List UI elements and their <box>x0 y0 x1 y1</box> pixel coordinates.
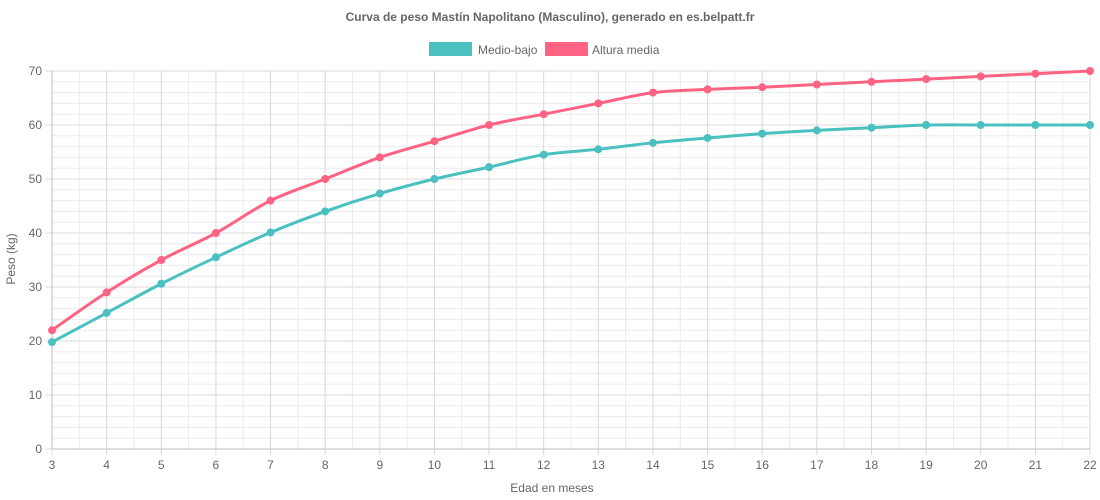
x-tick-label: 14 <box>646 458 660 472</box>
data-point <box>485 121 494 129</box>
y-tick-label: 10 <box>29 388 43 402</box>
y-tick-label: 60 <box>29 118 43 132</box>
series-altura-media <box>48 67 1094 335</box>
x-tick-label: 16 <box>756 458 770 472</box>
data-point <box>1031 121 1040 129</box>
data-point <box>266 228 275 237</box>
x-tick-label: 11 <box>483 458 496 472</box>
x-tick-label: 19 <box>919 458 933 472</box>
data-point <box>48 326 56 335</box>
legend-item[interactable]: Medio-bajo <box>429 42 538 57</box>
data-point <box>321 207 330 216</box>
data-point <box>102 308 111 317</box>
legend-label: Medio-bajo <box>478 43 538 57</box>
data-point <box>812 80 821 89</box>
data-point <box>703 85 712 94</box>
y-tick-label: 0 <box>35 442 42 456</box>
data-point <box>922 121 931 129</box>
data-point <box>812 126 821 135</box>
legend-swatch <box>429 42 472 56</box>
x-tick-label: 13 <box>592 458 606 472</box>
legend-label: Altura media <box>592 43 660 57</box>
data-point <box>976 121 985 129</box>
data-point <box>976 72 985 81</box>
data-point <box>375 189 384 198</box>
data-point <box>594 99 603 108</box>
x-tick-label: 4 <box>103 458 110 472</box>
x-tick-label: 5 <box>158 458 165 472</box>
series-medio-bajo <box>48 121 1094 347</box>
data-point <box>375 153 384 162</box>
data-point <box>157 279 166 288</box>
x-tick-label: 18 <box>865 458 879 472</box>
x-tick-label: 15 <box>701 458 715 472</box>
data-point <box>758 83 767 92</box>
x-tick-label: 20 <box>974 458 988 472</box>
x-axis-title: Edad en meses <box>510 481 593 495</box>
chart-title: Curva de peso Mastín Napolitano (Masculi… <box>346 10 755 24</box>
data-point <box>211 229 220 237</box>
x-tick-label: 8 <box>322 458 329 472</box>
series-layer <box>48 67 1094 347</box>
x-tick-label: 17 <box>810 458 824 472</box>
legend-swatch <box>545 42 588 56</box>
data-point <box>539 110 548 119</box>
data-point <box>102 288 111 297</box>
y-tick-label: 70 <box>29 64 43 78</box>
y-tick-label: 20 <box>29 334 43 348</box>
x-tick-label: 9 <box>376 458 383 472</box>
data-point <box>430 175 439 183</box>
data-point <box>594 145 603 154</box>
data-point <box>430 137 439 146</box>
x-tick-label: 7 <box>267 458 274 472</box>
series-line <box>51 123 1090 344</box>
x-tick-label: 3 <box>49 458 56 472</box>
axes: 0 10 20 30 40 50 60 70 3 4 5 6 7 8 9 10 11 12 13 14 15 16 17 18… <box>29 64 1097 472</box>
y-tick-label: 40 <box>29 226 43 240</box>
x-tick-label: 6 <box>213 458 220 472</box>
data-point <box>1086 121 1094 129</box>
y-axis-title: Peso (kg) <box>4 233 18 284</box>
data-point <box>867 123 876 132</box>
data-point <box>922 75 931 84</box>
x-tick-label: 21 <box>1029 458 1043 472</box>
data-point <box>1086 67 1094 75</box>
y-tick-label: 50 <box>29 172 43 186</box>
legend-item[interactable]: Altura media <box>545 42 660 57</box>
legend[interactable]: Medio-bajo Altura media <box>429 42 660 57</box>
x-tick-label: 12 <box>537 458 551 472</box>
data-point <box>648 138 657 147</box>
data-point <box>321 175 330 183</box>
data-point <box>48 338 56 347</box>
x-tick-label: 22 <box>1083 458 1097 472</box>
data-point <box>648 88 657 97</box>
y-tick-label: 30 <box>29 280 43 294</box>
data-point <box>867 77 876 86</box>
data-point <box>266 196 275 205</box>
data-point <box>703 133 712 142</box>
data-point <box>539 150 548 159</box>
data-point <box>485 163 494 172</box>
x-tick-label: 10 <box>428 458 442 472</box>
data-point <box>758 129 767 138</box>
data-point <box>157 256 166 264</box>
data-point <box>211 253 220 262</box>
data-point <box>1031 69 1040 78</box>
